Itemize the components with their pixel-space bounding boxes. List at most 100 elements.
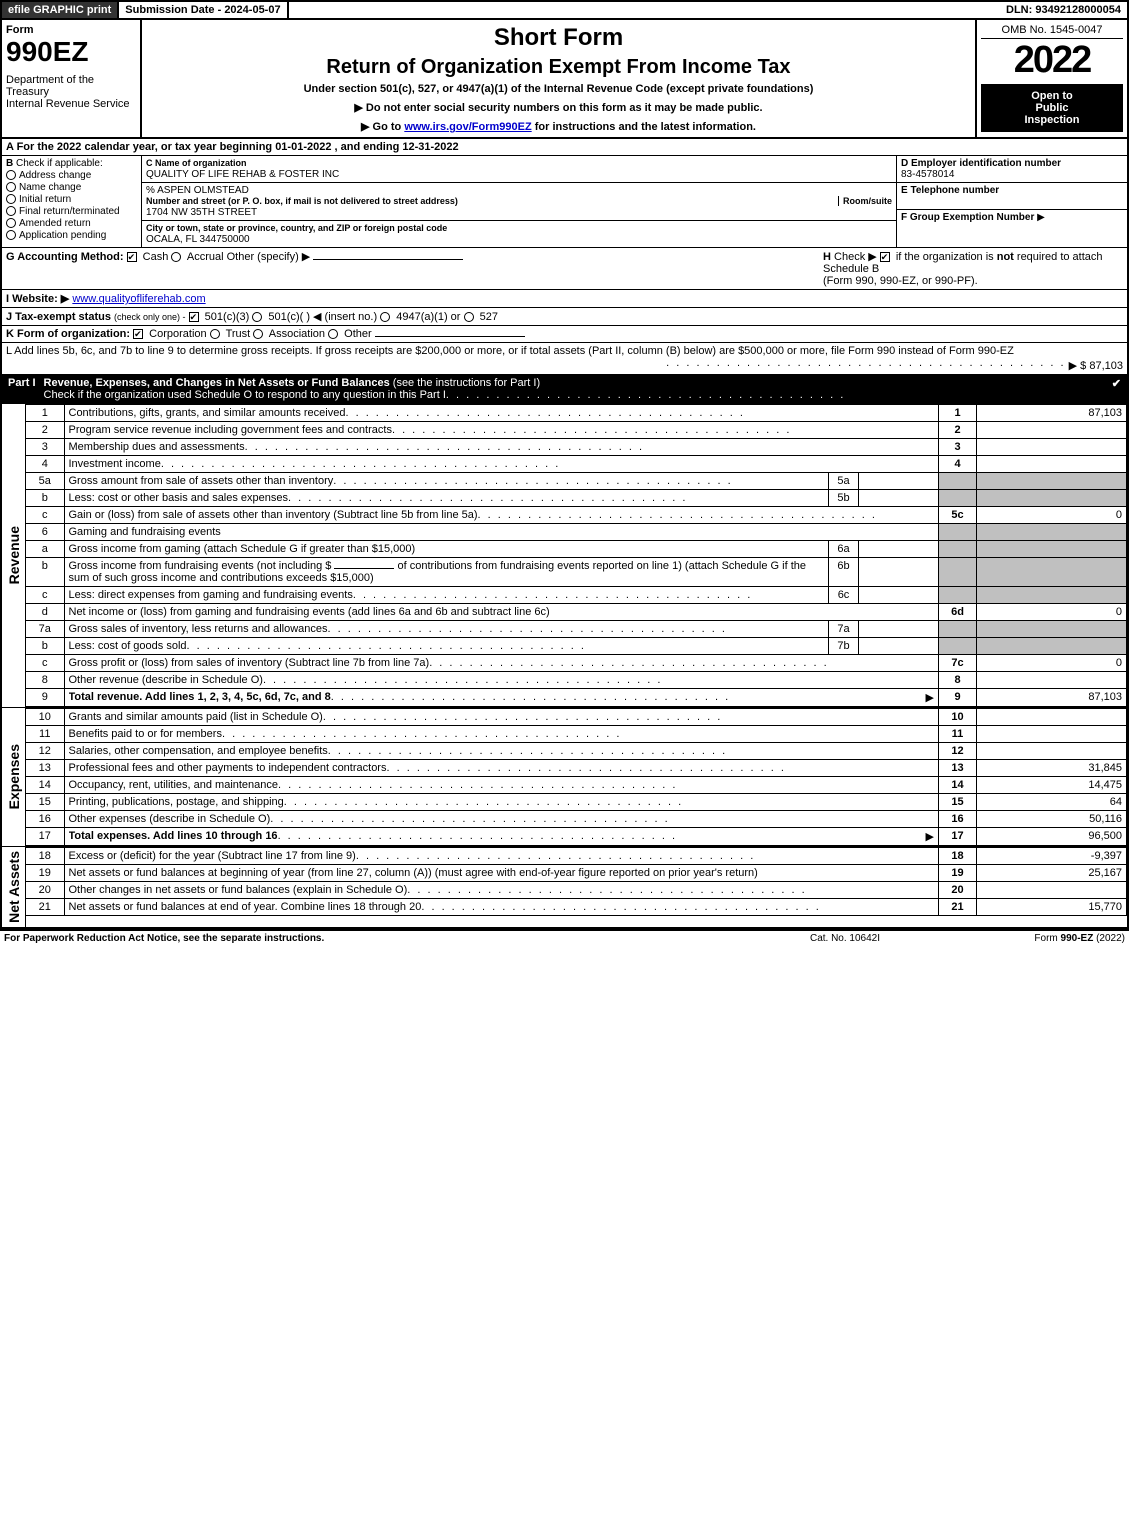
- chk-other-org[interactable]: [328, 329, 338, 339]
- k-other-input[interactable]: [375, 336, 525, 337]
- title-short-form: Short Form: [146, 24, 971, 52]
- chk-address-change[interactable]: Address change: [6, 170, 137, 181]
- k-lbl: K Form of organization:: [6, 328, 130, 340]
- goto-link[interactable]: www.irs.gov/Form990EZ: [404, 121, 531, 133]
- care-of: % ASPEN OLMSTEAD: [146, 185, 249, 196]
- l6c-mv: [859, 587, 939, 604]
- chk-initial-return[interactable]: Initial return: [6, 194, 137, 205]
- chk-501c3[interactable]: [189, 312, 199, 322]
- l-amount: ▶ $ 87,103: [1069, 360, 1123, 372]
- l5b-no: b: [26, 490, 64, 507]
- line-j: J Tax-exempt status (check only one) - 5…: [2, 307, 1127, 325]
- l6c-mn: 6c: [829, 587, 859, 604]
- l21-rv: 15,770: [977, 899, 1127, 916]
- title-return: Return of Organization Exempt From Incom…: [146, 56, 971, 79]
- chk-application-pending[interactable]: Application pending: [6, 230, 137, 241]
- part1-title: Revenue, Expenses, and Changes in Net As…: [44, 377, 390, 389]
- l6-no: 6: [26, 524, 64, 541]
- l7a-mv: [859, 621, 939, 638]
- chk-h[interactable]: [880, 252, 890, 262]
- chk-assoc[interactable]: [253, 329, 263, 339]
- netassets-tab: Net Assets: [2, 847, 26, 927]
- l4-rn: 4: [939, 456, 977, 473]
- part1-title-paren: (see the instructions for Part I): [393, 377, 540, 389]
- l18-desc: Excess or (deficit) for the year (Subtra…: [69, 850, 356, 862]
- part1-check-text: Check if the organization used Schedule …: [44, 389, 446, 401]
- line-6c: cLess: direct expenses from gaming and f…: [26, 587, 1127, 604]
- line-6a: aGross income from gaming (attach Schedu…: [26, 541, 1127, 558]
- chk-amended-return[interactable]: Amended return: [6, 218, 137, 229]
- goto-pre: ▶ Go to: [361, 121, 404, 133]
- l19-rv: 25,167: [977, 865, 1127, 882]
- l6b-d1: Gross income from fundraising events (no…: [69, 560, 332, 572]
- line-1: 1Contributions, gifts, grants, and simil…: [26, 405, 1127, 422]
- line-7b: bLess: cost of goods sold7b: [26, 638, 1127, 655]
- g-other-input[interactable]: [313, 259, 463, 260]
- line-8: 8Other revenue (describe in Schedule O)8: [26, 672, 1127, 689]
- l3-rv: [977, 439, 1127, 456]
- footer-notice: For Paperwork Reduction Act Notice, see …: [4, 933, 745, 944]
- line-20: 20 Other changes in net assets or fund ba…: [26, 882, 1127, 899]
- g-accrual: Accrual: [187, 251, 224, 263]
- j-note: (check only one) -: [114, 312, 186, 322]
- c-street-block: % ASPEN OLMSTEAD Number and street (or P…: [142, 183, 896, 221]
- l6-desc: Gaming and fundraising events: [64, 524, 939, 541]
- l6-grey2: [977, 524, 1127, 541]
- street: 1704 NW 35TH STREET: [146, 207, 257, 218]
- l7a-grey2: [977, 621, 1127, 638]
- l9-arrow: ▶: [926, 691, 934, 704]
- chk-4947[interactable]: [380, 312, 390, 322]
- l8-desc: Other revenue (describe in Schedule O): [69, 674, 263, 686]
- l6b-amount-input[interactable]: [334, 568, 394, 569]
- l9-rn: 9: [939, 689, 977, 707]
- l7c-no: c: [26, 655, 64, 672]
- l15-rv: 64: [977, 794, 1127, 811]
- l13-rv: 31,845: [977, 760, 1127, 777]
- l5a-mv: [859, 473, 939, 490]
- line-9: 9Total revenue. Add lines 1, 2, 3, 4, 5c…: [26, 689, 1127, 707]
- j-o1: 501(c)(3): [205, 311, 250, 323]
- website-link[interactable]: www.qualityofliferehab.com: [72, 293, 205, 305]
- l7c-desc: Gross profit or (loss) from sales of inv…: [69, 657, 430, 669]
- chk-trust[interactable]: [210, 329, 220, 339]
- revenue-table: 1Contributions, gifts, grants, and simil…: [26, 404, 1127, 707]
- dln-label: DLN: 93492128000054: [1000, 2, 1127, 18]
- line-15: 15Printing, publications, postage, and s…: [26, 794, 1127, 811]
- h-text1: Check ▶: [834, 251, 877, 263]
- l15-no: 15: [26, 794, 64, 811]
- l6b-grey: [939, 558, 977, 587]
- l2-rn: 2: [939, 422, 977, 439]
- dept-treasury: Department of the Treasury: [6, 74, 136, 98]
- line-13: 13Professional fees and other payments t…: [26, 760, 1127, 777]
- e-lbl: E Telephone number: [901, 185, 999, 196]
- f-block: F Group Exemption Number ▶: [897, 210, 1127, 225]
- l1-rn: 1: [939, 405, 977, 422]
- chk-corp[interactable]: [133, 329, 143, 339]
- l10-rv: [977, 709, 1127, 726]
- open-line1: Open to: [985, 90, 1119, 102]
- j-o4: 527: [480, 311, 498, 323]
- chk-501c[interactable]: [252, 312, 262, 322]
- l13-rn: 13: [939, 760, 977, 777]
- l7b-mv: [859, 638, 939, 655]
- dept-irs: Internal Revenue Service: [6, 98, 136, 110]
- part1-checkbox[interactable]: ✔: [1101, 377, 1121, 401]
- efile-print-button[interactable]: efile GRAPHIC print: [2, 2, 119, 18]
- goto-post: for instructions and the latest informat…: [532, 121, 756, 133]
- l18-rv: -9,397: [977, 848, 1127, 865]
- line-g-h: G Accounting Method: Cash Accrual Other …: [2, 247, 1127, 289]
- l20-no: 20: [26, 882, 64, 899]
- chk-accrual[interactable]: [171, 252, 181, 262]
- l9-no: 9: [26, 689, 64, 707]
- chk-527[interactable]: [464, 312, 474, 322]
- netassets-section: Net Assets 18Excess or (deficit) for the…: [2, 846, 1127, 927]
- col-b: B Check if applicable: Address change Na…: [2, 156, 142, 247]
- chk-cash[interactable]: [127, 252, 137, 262]
- l10-desc: Grants and similar amounts paid (list in…: [69, 711, 323, 723]
- part1-num: Part I: [8, 377, 44, 401]
- line-7c: c Gross profit or (loss) from sales of in…: [26, 655, 1127, 672]
- l20-desc: Other changes in net assets or fund bala…: [69, 884, 408, 896]
- chk-name-change[interactable]: Name change: [6, 182, 137, 193]
- open-line2: Public: [985, 102, 1119, 114]
- chk-final-return[interactable]: Final return/terminated: [6, 206, 137, 217]
